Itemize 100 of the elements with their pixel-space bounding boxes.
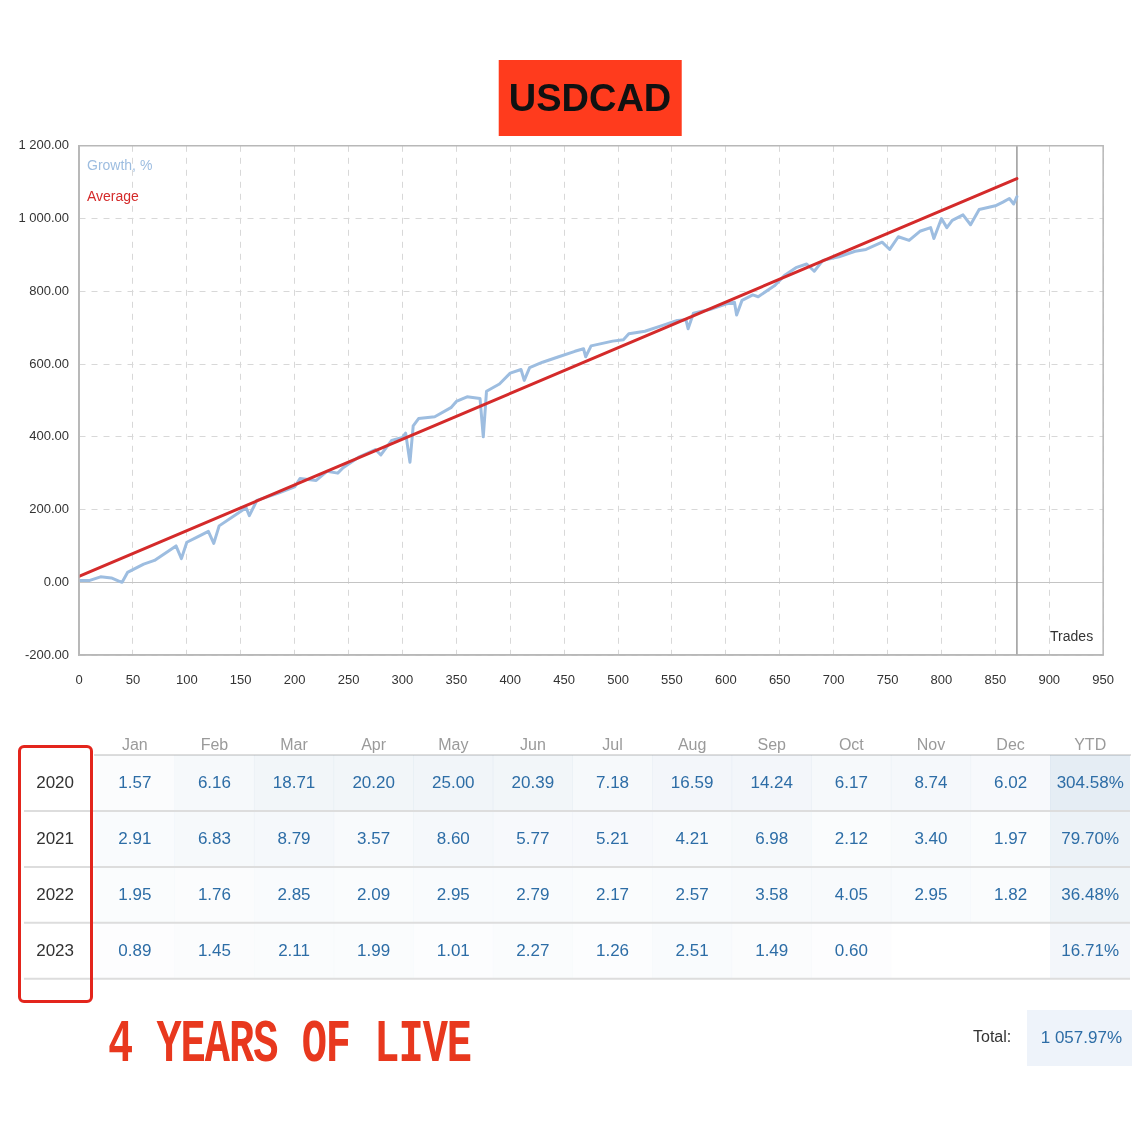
y-tick-label: 400.00 (29, 428, 69, 444)
data-label: 2.79 (516, 884, 550, 904)
data-label: 5.77 (516, 828, 550, 848)
data-label: 6.17 (834, 772, 868, 792)
text: Growth, % (87, 156, 153, 173)
x-tick-label: Jun (519, 735, 546, 753)
y-tick-label: 200.00 (29, 501, 69, 517)
x-tick-label: Feb (200, 735, 229, 753)
y-tick-label: -200.00 (24, 646, 69, 662)
data-label: 1.45 (197, 940, 231, 960)
data-label: 8.60 (436, 828, 470, 848)
data-label: 1.76 (197, 884, 231, 904)
x-tick-label: 300 (391, 672, 414, 688)
x-tick-label: 100 (175, 672, 198, 688)
x-tick-label: 850 (984, 672, 1007, 688)
x-tick-label: 0 (75, 672, 83, 688)
data-label: 79.70% (1061, 828, 1120, 848)
y-tick-label: 2021 (36, 828, 74, 848)
data-label: 6.98 (755, 828, 789, 848)
data-label: 6.83 (197, 828, 231, 848)
data-label: 1.95 (118, 884, 152, 904)
x-tick-label: 400 (499, 672, 522, 688)
x-tick-label: 250 (337, 672, 360, 688)
chart-title: USDCAD (498, 60, 682, 136)
data-label: 14.24 (750, 772, 793, 792)
x-tick-label: YTD (1074, 735, 1107, 753)
y-tick-label: 2023 (36, 940, 74, 960)
data-label: 16.71% (1061, 940, 1120, 960)
x-tick-label: Dec (996, 735, 1025, 753)
data-label: 2.11 (278, 940, 310, 960)
data-label: 0.89 (118, 940, 152, 960)
data-label: 7.18 (595, 772, 630, 792)
data-label: 2.95 (914, 884, 948, 904)
y-tick-label: 2022 (36, 884, 74, 904)
data-label: 1.49 (755, 940, 789, 960)
data-label: 1.57 (118, 772, 152, 792)
text: Average (87, 187, 140, 204)
x-tick-label: Mar (280, 735, 309, 753)
data-label: 8.79 (277, 828, 311, 848)
data-label: 1.82 (994, 884, 1028, 904)
y-tick-label: 0.00 (43, 573, 69, 589)
x-tick-label: Aug (677, 735, 707, 753)
y-tick-label: 600.00 (29, 355, 69, 371)
y-tick-label: 1 000.00 (18, 210, 69, 226)
data-label: 2.57 (675, 884, 709, 904)
data-label: 0.60 (834, 940, 868, 960)
x-tick-label: 900 (1038, 672, 1061, 688)
data-label: 5.21 (595, 828, 630, 848)
data-label: 1.01 (436, 940, 470, 960)
x-tick-label: Nov (916, 735, 946, 753)
x-tick-label: Oct (838, 735, 865, 753)
data-label: 18.71 (272, 772, 316, 792)
data-label: 6.02 (994, 772, 1028, 792)
data-label: 1.97 (994, 828, 1028, 848)
x-tick-label: Jul (602, 735, 623, 753)
x-tick-label: 600 (714, 672, 737, 688)
data-label: 2.09 (357, 884, 391, 904)
x-tick-label: 50 (125, 672, 141, 688)
x-tick-label: 550 (661, 672, 683, 688)
x-tick-label: 700 (822, 672, 845, 688)
text: Total: (973, 1027, 1012, 1047)
data-label: 2.91 (118, 828, 152, 848)
text: 1 057.97% (1027, 1010, 1132, 1066)
x-tick-label: 750 (876, 672, 899, 688)
data-label: 1.99 (357, 940, 391, 960)
x-tick-label: 200 (283, 672, 306, 688)
x-tick-label: 650 (768, 672, 791, 688)
data-label: 8.74 (914, 772, 948, 792)
data-label: 2.17 (595, 884, 630, 904)
x-tick-label: 350 (445, 672, 468, 688)
x-tick-label: 150 (229, 672, 252, 688)
data-label: 20.20 (352, 772, 395, 792)
x-axis-title: Trades (1050, 627, 1094, 644)
data-label: 2.85 (277, 884, 311, 904)
data-label: 2.12 (834, 828, 868, 848)
data-label: 2.27 (516, 940, 550, 960)
data-label: 3.40 (914, 828, 948, 848)
data-label: 304.58% (1056, 772, 1124, 792)
data-label: 2.95 (436, 884, 470, 904)
x-tick-label: May (438, 735, 469, 753)
data-label: 20.39 (511, 772, 555, 792)
y-tick-label: 2020 (36, 772, 74, 792)
x-tick-label: Apr (361, 735, 387, 753)
x-tick-label: 500 (607, 672, 629, 688)
y-tick-label: 1 200.00 (18, 137, 69, 153)
text: 4 YEARS OF LIVE (108, 1010, 472, 1080)
data-label: 3.57 (357, 828, 391, 848)
data-label: 4.21 (675, 828, 709, 848)
data-label: 3.58 (755, 884, 789, 904)
data-label: 36.48% (1061, 884, 1120, 904)
x-tick-label: Jan (121, 735, 148, 753)
data-label: 4.05 (834, 884, 868, 904)
x-tick-label: 800 (930, 672, 953, 688)
x-tick-label: 450 (553, 672, 575, 688)
data-label: 1.26 (595, 940, 630, 960)
data-label: 6.16 (197, 772, 231, 792)
y-tick-label: 800.00 (29, 282, 69, 298)
data-label: 25.00 (432, 772, 475, 792)
data-label: 16.59 (670, 772, 714, 792)
data-label: 2.51 (675, 940, 709, 960)
